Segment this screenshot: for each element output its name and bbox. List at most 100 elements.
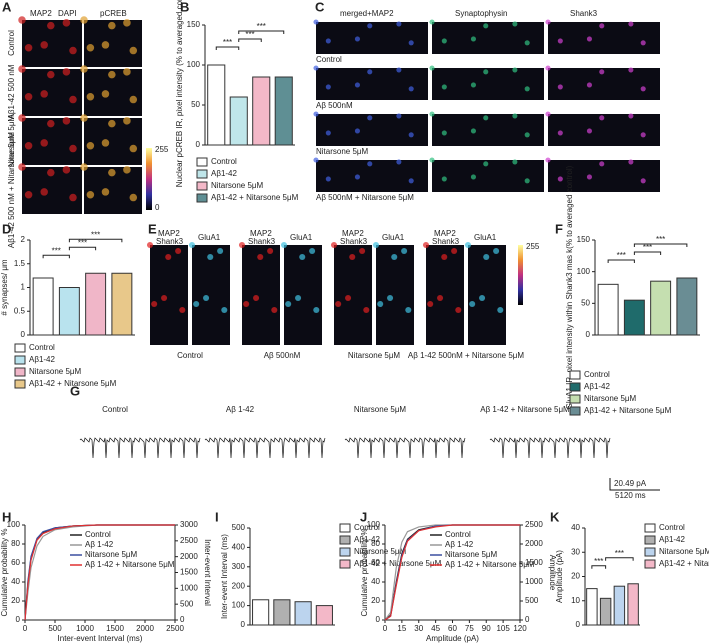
signal [354, 36, 360, 42]
signal [396, 113, 402, 119]
row-label: Nitarsone 5μM [7, 115, 16, 168]
annotation: *** [245, 30, 254, 39]
signal [161, 294, 168, 302]
bar [32, 277, 54, 336]
micrograph [548, 22, 660, 54]
row-label: Control [316, 55, 342, 64]
panel-letter: K [550, 509, 560, 524]
signal [396, 67, 402, 73]
signal [367, 161, 373, 167]
legend-label: Control [85, 530, 111, 539]
signal [408, 40, 414, 46]
label: 20.49 pA [614, 479, 647, 488]
legend-swatch [644, 559, 656, 569]
y2-tick-label: 0 [525, 615, 530, 624]
y2-tick-label: 500 [180, 599, 194, 608]
legend-swatch [569, 406, 581, 416]
signal [313, 157, 319, 163]
signal [40, 41, 48, 49]
signal [470, 36, 476, 42]
y-tick-label: 150 [577, 235, 591, 244]
y-axis-label: Cumulative probability % [0, 528, 9, 616]
signal [69, 193, 77, 202]
y2-tick-label: 1500 [180, 568, 198, 577]
y-tick-label: 150 [187, 20, 201, 29]
signal [335, 300, 342, 308]
y-tick-label: 1.5 [14, 259, 26, 268]
signal [524, 132, 530, 138]
signal [557, 176, 563, 182]
legend-swatch [569, 394, 581, 404]
legend-label: Aβ1-42 [354, 535, 381, 544]
micrograph [150, 245, 188, 345]
group-label: Control [177, 351, 203, 360]
signal [429, 157, 435, 163]
label: pCREB [100, 9, 127, 18]
signal [18, 163, 26, 171]
signal [325, 176, 331, 182]
micrograph [432, 114, 544, 146]
y-tick-label: 2 [21, 235, 26, 244]
label: Shank3 [340, 237, 368, 246]
legend-swatch [196, 157, 208, 167]
bar [252, 599, 270, 626]
label: Control [102, 405, 128, 414]
legend-swatch [339, 559, 351, 569]
panel-letter: A [2, 0, 12, 14]
trace [204, 437, 326, 459]
signal [441, 38, 447, 44]
label: Nitarsone 5μM [354, 405, 407, 414]
micrograph [334, 245, 372, 345]
y-axis-label: GluA1 IR, pixel intensity within Shank3 … [565, 165, 574, 409]
signal [188, 241, 196, 249]
signal [80, 163, 88, 171]
signal [47, 168, 55, 177]
signal [441, 176, 447, 182]
signal [359, 247, 366, 255]
signal [640, 132, 646, 138]
bar [58, 287, 80, 336]
y-tick-label: 100 [367, 520, 381, 529]
x-axis-label: Amplitude (pA) [426, 634, 479, 643]
signal [24, 43, 33, 52]
signal [243, 300, 250, 308]
micrograph [192, 245, 230, 345]
signal [455, 306, 462, 314]
y-tick-label: 300 [232, 562, 246, 571]
signal [599, 115, 605, 121]
row-label: Nitarsone 5μM [316, 147, 369, 156]
signal [363, 306, 370, 314]
signal [313, 19, 319, 25]
signal [628, 21, 634, 27]
y-tick-label: 80 [371, 539, 380, 548]
label: Shank3 [570, 9, 598, 18]
row-label: Control [7, 30, 16, 56]
legend-label: Nitarsone 5μM [354, 547, 407, 556]
signal [396, 21, 402, 27]
annotation: *** [223, 38, 232, 47]
legend-swatch [569, 370, 581, 380]
signal [101, 188, 110, 196]
sig-bracket [68, 238, 123, 243]
signal [483, 115, 489, 121]
micrograph [316, 68, 428, 100]
signal [40, 90, 48, 98]
signal [203, 294, 210, 302]
signal [80, 114, 88, 122]
x-tick-label: 75 [465, 624, 474, 633]
y-tick-label: 0 [196, 140, 201, 149]
signal [483, 161, 489, 167]
signal [179, 306, 186, 314]
x-tick-label: 15 [397, 624, 406, 633]
signal [217, 247, 224, 255]
signal [129, 46, 138, 55]
bar [111, 272, 133, 336]
signal [483, 69, 489, 75]
sig-bracket [633, 251, 662, 255]
label: Aβ 1-42 [226, 405, 255, 414]
trace [344, 437, 466, 459]
bar [207, 64, 226, 146]
signal [599, 23, 605, 29]
y2-tick-label: 1000 [525, 577, 543, 586]
